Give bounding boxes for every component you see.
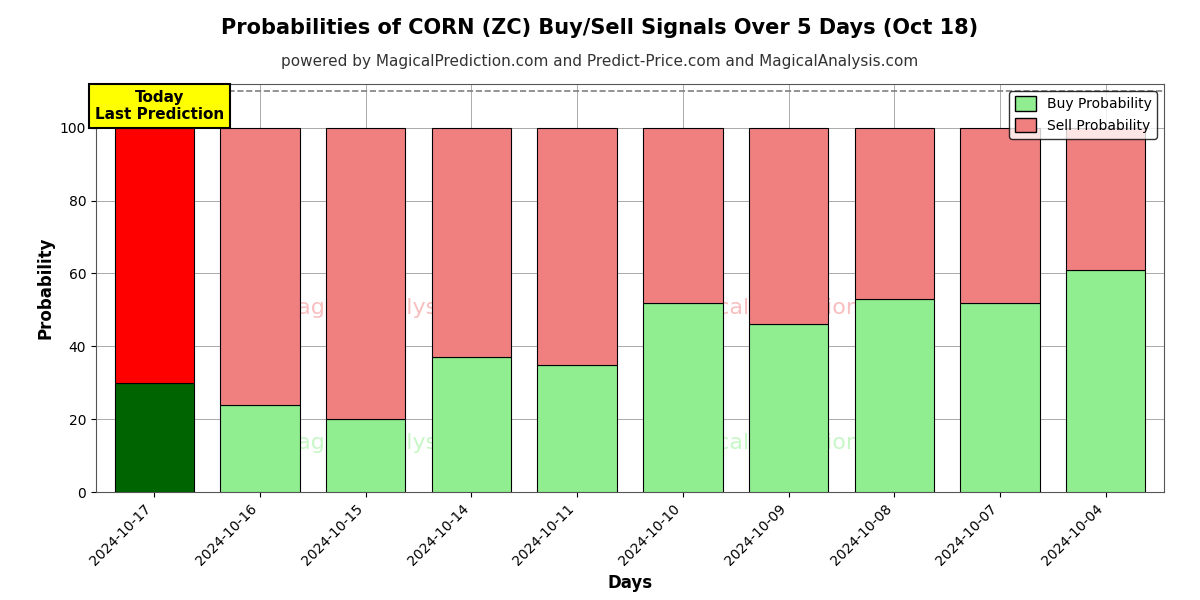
Bar [432, 357, 511, 492]
Bar [749, 325, 828, 492]
Bar [643, 128, 722, 302]
Text: powered by MagicalPrediction.com and Predict-Price.com and MagicalAnalysis.com: powered by MagicalPrediction.com and Pre… [281, 54, 919, 69]
Bar [1066, 270, 1146, 492]
Bar [326, 128, 406, 419]
Bar [114, 128, 194, 383]
Bar [960, 302, 1039, 492]
Bar [221, 128, 300, 404]
Legend: Buy Probability, Sell Probability: Buy Probability, Sell Probability [1009, 91, 1157, 139]
Bar [432, 128, 511, 357]
Text: MagicalPrediction.com: MagicalPrediction.com [665, 298, 916, 319]
Bar [960, 128, 1039, 302]
Bar [538, 364, 617, 492]
Text: MagicalPrediction.com: MagicalPrediction.com [665, 433, 916, 453]
Text: Probabilities of CORN (ZC) Buy/Sell Signals Over 5 Days (Oct 18): Probabilities of CORN (ZC) Buy/Sell Sign… [222, 18, 978, 38]
Text: MagicalAnalysis.com: MagicalAnalysis.com [280, 298, 511, 319]
Bar [854, 128, 934, 299]
X-axis label: Days: Days [607, 574, 653, 592]
Bar [114, 383, 194, 492]
Bar [643, 302, 722, 492]
Bar [221, 404, 300, 492]
Bar [326, 419, 406, 492]
Y-axis label: Probability: Probability [36, 237, 54, 339]
Bar [1066, 128, 1146, 270]
Text: MagicalAnalysis.com: MagicalAnalysis.com [280, 433, 511, 453]
Text: Today
Last Prediction: Today Last Prediction [95, 89, 224, 122]
Bar [854, 299, 934, 492]
Bar [749, 128, 828, 325]
Bar [538, 128, 617, 364]
